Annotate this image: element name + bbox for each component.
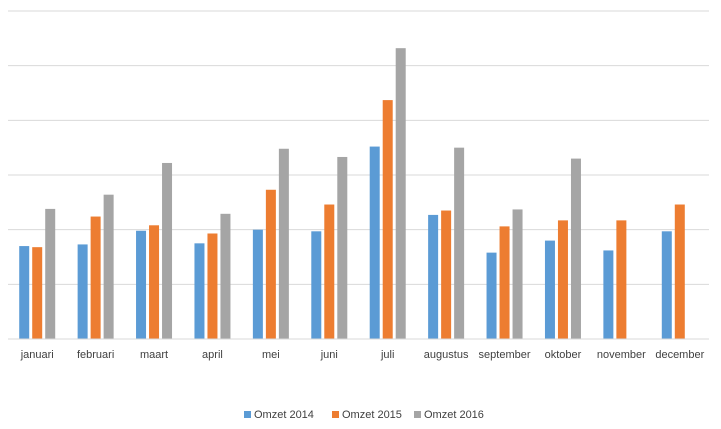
bar-omzet-2016-augustus	[454, 147, 465, 339]
bar-omzet-2016-juli	[395, 48, 406, 339]
x-tick-label: mei	[262, 349, 280, 361]
bar-omzet-2015-juli	[382, 100, 393, 340]
bar-omzet-2014-augustus	[428, 214, 439, 339]
bar-omzet-2015-juni	[324, 204, 335, 339]
legend: Omzet 2014 Omzet 2015 Omzet 2016	[244, 409, 484, 421]
x-tick-labels: januari februari maart april mei juni juli augu…	[20, 349, 705, 361]
bar-omzet-2014-oktober	[544, 240, 555, 339]
bar-omzet-2014-juni	[311, 231, 322, 339]
x-tick-label: december	[655, 349, 704, 361]
bar-omzet-2015-augustus	[441, 210, 452, 339]
bar-omzet-2016-januari	[45, 208, 56, 339]
bar-omzet-2014-november	[603, 250, 614, 339]
bar-omzet-2015-september	[499, 226, 510, 339]
bar-omzet-2015-april	[207, 233, 218, 339]
legend-label: Omzet 2016	[424, 409, 484, 421]
bar-omzet-2015-januari	[32, 247, 43, 339]
bar-omzet-2016-april	[220, 213, 231, 339]
bar-omzet-2014-september	[486, 252, 497, 339]
bar-omzet-2015-februari	[90, 216, 101, 339]
bar-omzet-2015-december	[674, 204, 685, 339]
legend-label: Omzet 2014	[254, 409, 314, 421]
x-tick-label: juli	[380, 349, 394, 361]
bar-omzet-2016-oktober	[570, 158, 581, 339]
bar-omzet-2016-september	[512, 209, 523, 339]
x-tick-label: oktober	[545, 349, 582, 361]
bar-omzet-2015-november	[616, 220, 627, 339]
bar-omzet-2014-april	[194, 243, 205, 339]
legend-label: Omzet 2015	[342, 409, 402, 421]
x-tick-label: maart	[140, 349, 168, 361]
bar-omzet-2014-februari	[77, 244, 88, 339]
x-tick-label: november	[597, 349, 646, 361]
x-tick-label: januari	[20, 349, 54, 361]
legend-swatch	[332, 411, 339, 418]
bar-omzet-2015-mei	[265, 189, 276, 339]
bar-omzet-2016-juni	[337, 156, 348, 339]
x-tick-label: april	[202, 349, 223, 361]
bar-omzet-2014-januari	[19, 246, 30, 339]
bar-omzet-2014-juli	[369, 146, 380, 339]
bar-omzet-2016-maart	[162, 162, 173, 339]
bar-omzet-2014-mei	[252, 229, 263, 339]
bars	[19, 48, 685, 340]
bar-omzet-2015-maart	[149, 225, 160, 339]
x-tick-label: februari	[77, 349, 114, 361]
x-tick-label: juni	[320, 349, 338, 361]
x-tick-label: augustus	[424, 349, 469, 361]
legend-swatch	[414, 411, 421, 418]
bar-omzet-2016-februari	[103, 194, 114, 339]
x-tick-label: september	[479, 349, 531, 361]
bar-omzet-2016-mei	[278, 148, 289, 339]
bar-omzet-2014-maart	[136, 230, 147, 339]
gridlines	[8, 10, 709, 285]
bar-omzet-2015-oktober	[557, 220, 568, 339]
legend-swatch	[244, 411, 251, 418]
bar-omzet-2014-december	[661, 231, 672, 339]
